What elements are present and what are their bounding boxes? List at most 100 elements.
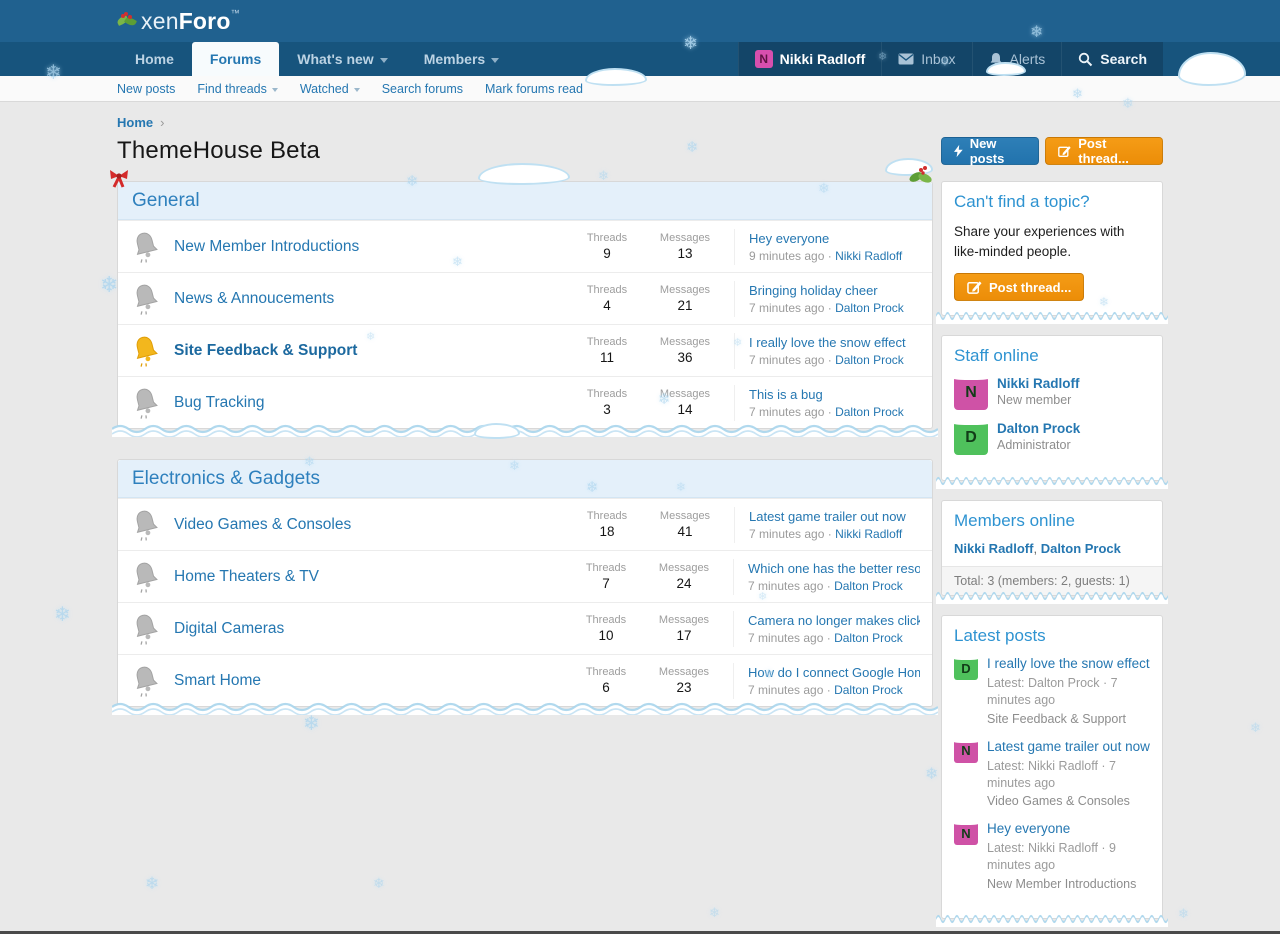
subnav-mark-forums-read[interactable]: Mark forums read bbox=[485, 82, 583, 96]
snowflake-icon: ❄ bbox=[1250, 720, 1261, 735]
post-thread-button[interactable]: Post thread... bbox=[954, 273, 1085, 302]
latest-user-link[interactable]: Nikki Radloff bbox=[835, 526, 903, 541]
threads-label: Threads bbox=[585, 562, 627, 574]
forum-row-video-games-consoles: Video Games & Consoles Threads 18 Messages 4… bbox=[118, 498, 932, 550]
chevron-down-icon bbox=[271, 88, 278, 92]
snowflake-icon: ❄ bbox=[54, 604, 71, 626]
latest-thread-link[interactable]: Hey everyone bbox=[749, 230, 830, 246]
forum-link[interactable]: Digital Cameras bbox=[174, 619, 285, 637]
snow-cap bbox=[952, 818, 980, 826]
bolt-icon bbox=[954, 144, 963, 158]
latest-user-link[interactable]: Nikki Radloff bbox=[835, 248, 903, 263]
snow-edge bbox=[936, 592, 1168, 605]
forum-link[interactable]: News & Annoucements bbox=[174, 289, 335, 307]
forum-link[interactable]: Home Theaters & TV bbox=[174, 567, 320, 585]
latest-time: 7 minutes ago bbox=[749, 526, 825, 541]
messages-label: Messages bbox=[659, 336, 711, 348]
thread-link[interactable]: I really love the snow effect bbox=[987, 656, 1150, 672]
chevron-right-icon: › bbox=[160, 115, 165, 130]
forum-row-bug-tracking: Bug Tracking Threads 3 Messages 14 This is a … bbox=[118, 376, 932, 428]
latest-thread-link[interactable]: This is a bug bbox=[749, 386, 823, 402]
subnav-watched[interactable]: Watched bbox=[300, 82, 360, 96]
messages-count: 21 bbox=[677, 298, 693, 313]
avatar[interactable]: N bbox=[952, 373, 990, 411]
snow-edge bbox=[112, 424, 938, 437]
avatar[interactable]: N bbox=[952, 735, 980, 763]
latest-user-link[interactable]: Dalton Prock bbox=[835, 300, 904, 315]
breadcrumb-home-link[interactable]: Home bbox=[117, 115, 154, 130]
messages-count: 13 bbox=[677, 246, 693, 261]
threads-count: 10 bbox=[598, 628, 614, 643]
latest-thread-link[interactable]: I really love the snow effect bbox=[749, 334, 906, 350]
forum-row-home-theaters-tv: Home Theaters & TV Threads 7 Messages 24 Whic… bbox=[118, 550, 932, 602]
snow-edge bbox=[936, 914, 1168, 927]
latest-time: 7 minutes ago bbox=[748, 682, 824, 697]
snowflake-icon: ❄ bbox=[100, 272, 119, 297]
forum-read-bell-icon bbox=[136, 562, 158, 593]
latest-time: 7 minutes ago bbox=[749, 352, 825, 367]
page-actions: New posts Post thread... bbox=[941, 136, 1163, 166]
forum-link[interactable]: New Member Introductions bbox=[174, 237, 360, 255]
latest-user-link[interactable]: Dalton Prock bbox=[835, 352, 904, 367]
avatar[interactable]: D bbox=[952, 418, 990, 456]
latest-thread-link[interactable]: Which one has the better resoluti... bbox=[748, 560, 920, 576]
latest-thread-link[interactable]: Bringing holiday cheer bbox=[749, 282, 878, 298]
messages-count: 41 bbox=[677, 524, 693, 539]
subnav-find-threads[interactable]: Find threads bbox=[197, 82, 278, 96]
latest-thread-link[interactable]: How do I connect Google Home t... bbox=[748, 664, 920, 680]
category-header[interactable]: Electronics & Gadgets bbox=[118, 460, 932, 498]
forum-row-new-member-introductions: New Member Introductions Threads 9 Messages… bbox=[118, 220, 932, 272]
threads-label: Threads bbox=[586, 336, 628, 348]
user-link[interactable]: Dalton Prock bbox=[1040, 541, 1121, 557]
post-forum: Site Feedback & Support bbox=[987, 711, 1126, 726]
thread-link[interactable]: Latest game trailer out now bbox=[987, 738, 1150, 754]
tab-forums[interactable]: Forums bbox=[191, 42, 280, 76]
latest-user-link[interactable]: Dalton Prock bbox=[834, 682, 903, 697]
user-link[interactable]: Dalton Prock bbox=[997, 421, 1081, 437]
forum-list: General New Member Introductions Threads 9 M… bbox=[112, 181, 938, 934]
latest-user-link[interactable]: Dalton Prock bbox=[834, 630, 903, 645]
category-header[interactable]: General bbox=[118, 182, 932, 220]
threads-label: Threads bbox=[585, 614, 627, 626]
snow-edge bbox=[112, 702, 938, 715]
latest-user-link[interactable]: Dalton Prock bbox=[835, 404, 904, 419]
thread-link[interactable]: Hey everyone bbox=[987, 821, 1071, 837]
tab-home[interactable]: Home bbox=[135, 51, 174, 67]
search-button[interactable]: Search bbox=[1061, 42, 1163, 76]
latest-thread-link[interactable]: Latest game trailer out now bbox=[749, 508, 906, 524]
page-title: ThemeHouse Beta bbox=[117, 137, 321, 164]
post-forum: New Member Introductions bbox=[987, 877, 1137, 891]
latest-thread-link[interactable]: Camera no longer makes click no... bbox=[748, 612, 920, 628]
snow-edge bbox=[936, 312, 1168, 325]
avatar[interactable]: N bbox=[952, 818, 980, 846]
messages-label: Messages bbox=[658, 614, 710, 626]
tab-what-s-new[interactable]: What's new bbox=[279, 42, 405, 76]
alerts-button[interactable]: Alerts bbox=[971, 42, 1062, 76]
bell-icon bbox=[990, 52, 1001, 66]
forum-link[interactable]: Site Feedback & Support bbox=[174, 341, 358, 359]
user-link[interactable]: Nikki Radloff bbox=[997, 376, 1080, 392]
post-thread-button[interactable]: Post thread... bbox=[1045, 136, 1163, 166]
user-link[interactable]: Nikki Radloff bbox=[954, 541, 1034, 557]
latest-user-link[interactable]: Dalton Prock bbox=[834, 578, 903, 593]
forum-link[interactable]: Video Games & Consoles bbox=[174, 515, 352, 533]
envelope-icon bbox=[898, 53, 914, 65]
forum-link[interactable]: Bug Tracking bbox=[174, 393, 265, 411]
xenforo-logo[interactable]: xenForo™ bbox=[116, 8, 240, 35]
subnav-new-posts[interactable]: New posts bbox=[117, 82, 176, 96]
tab-members[interactable]: Members bbox=[406, 42, 517, 76]
forum-row-site-feedback-support: Site Feedback & Support Threads 11 Messages… bbox=[118, 324, 932, 376]
messages-label: Messages bbox=[659, 284, 711, 296]
avatar[interactable]: D bbox=[952, 653, 980, 681]
subnav-search-forums[interactable]: Search forums bbox=[381, 82, 463, 96]
forum-row-digital-cameras: Digital Cameras Threads 10 Messages 17 Camera… bbox=[118, 602, 932, 654]
inbox-button[interactable]: Inbox bbox=[881, 42, 971, 76]
latest-time: 7 minutes ago bbox=[748, 630, 824, 645]
avatar: N bbox=[754, 50, 773, 68]
threads-count: 3 bbox=[603, 402, 611, 417]
snow-cap bbox=[952, 373, 990, 381]
account-menu[interactable]: N Nikki Radloff bbox=[737, 42, 882, 76]
snow-edge bbox=[936, 477, 1168, 490]
new-posts-button[interactable]: New posts bbox=[941, 136, 1040, 166]
forum-link[interactable]: Smart Home bbox=[174, 671, 261, 689]
